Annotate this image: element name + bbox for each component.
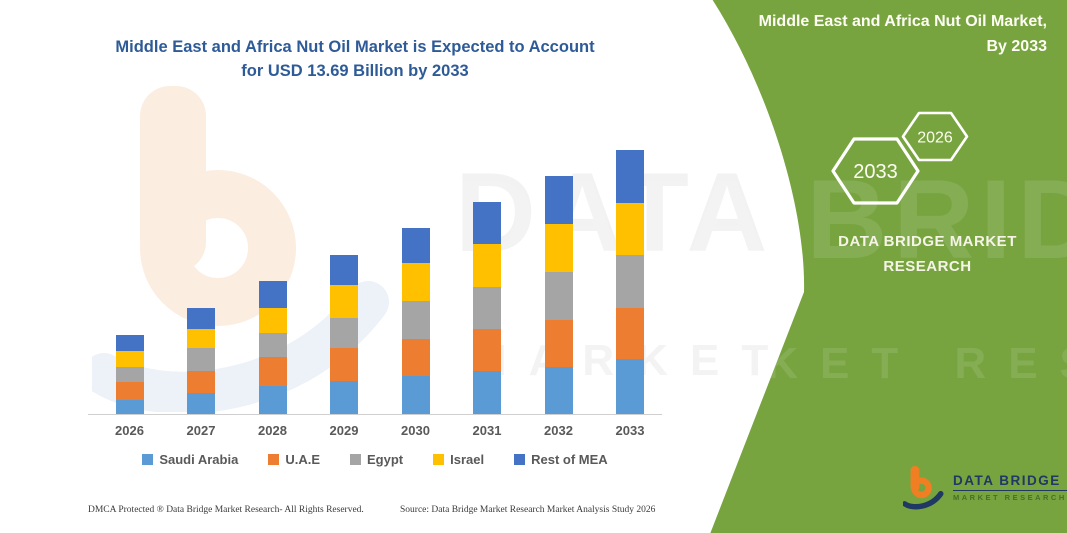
footer-dmca-text: DMCA Protected ® Data Bridge Market Rese… [88,505,364,515]
bar-segment-israel-2029 [330,285,358,318]
legend-marker-israel [433,454,445,465]
bar-2027 [187,308,215,414]
bar-2031 [473,202,501,414]
side-panel-title: Middle East and Africa Nut Oil Market, B… [717,10,1047,60]
bar-segment-egypt-2031 [473,287,501,329]
bar-segment-saudi-arabia-2033 [616,359,644,414]
company-logo: DATA BRIDGE MARKET RESEARCH [903,462,1067,512]
bar-2028 [258,281,287,414]
x-label-2032: 2032 [544,423,573,438]
x-label-2031: 2031 [472,423,502,438]
chart-title-line2: for USD 13.69 Billion by 2033 [241,61,469,80]
side-panel-brand: DATA BRIDGE MARKET RESEARCH [805,230,1050,280]
bar-segment-israel-2028 [258,308,287,333]
hexagon-2026 [901,111,969,162]
bar-segment-egypt-2032 [544,272,573,320]
bar-segment-u-a-e-2032 [544,320,573,367]
logo-sub-text: MARKET RESEARCH [953,492,1067,502]
bar-segment-u-a-e-2033 [616,308,644,359]
legend-label-egypt: Egypt [366,452,404,467]
bar-segment-israel-2026 [115,351,144,367]
bar-segment-saudi-arabia-2032 [544,367,573,414]
bar-segment-rest-of-mea-2030 [401,228,430,263]
bar-segment-rest-of-mea-2033 [616,150,644,203]
legend-item-rest-of-mea: Rest of MEA [514,452,608,467]
bar-2026 [115,335,144,414]
bar-segment-egypt-2033 [616,255,644,308]
bar-segment-israel-2033 [616,203,644,255]
x-label-2026: 2026 [115,423,144,438]
x-label-2033: 2033 [615,423,645,438]
bar-segment-egypt-2029 [330,318,358,348]
legend-label-u-a-e: U.A.E [285,452,320,467]
bar-segment-israel-2027 [187,329,215,348]
bar-2032 [544,176,573,414]
bar-2030 [401,228,430,414]
footer-source-text: Source: Data Bridge Market Research Mark… [400,505,656,515]
legend-item-u-a-e: U.A.E [268,452,320,467]
bar-segment-rest-of-mea-2031 [473,202,501,244]
data-bridge-logo-icon [903,466,944,510]
bar-segment-u-a-e-2031 [473,329,501,371]
x-axis-line [88,414,662,415]
brand-line1: DATA BRIDGE MARKET [838,233,1017,250]
badge-2026-label: 2026 [917,130,953,147]
bar-2033 [616,150,644,414]
bar-segment-saudi-arabia-2027 [187,393,215,414]
bar-segment-u-a-e-2028 [258,357,287,386]
bar-segment-u-a-e-2029 [330,348,358,381]
bar-segment-egypt-2027 [187,348,215,371]
bar-segment-saudi-arabia-2031 [473,371,501,414]
bar-segment-rest-of-mea-2029 [330,255,358,285]
chart-title: Middle East and Africa Nut Oil Market is… [75,36,635,84]
bar-2029 [330,255,358,414]
hexagon-2033 [831,137,920,205]
bar-segment-egypt-2028 [258,333,287,357]
legend-marker-u-a-e [268,454,280,465]
legend-marker-saudi-arabia [142,454,154,465]
brand-line2: RESEARCH [883,257,972,275]
bar-segment-u-a-e-2027 [187,371,215,393]
chart-legend: Saudi Arabia U.A.E Egypt Israel Rest of MEA [88,452,662,467]
legend-label-saudi-arabia: Saudi Arabia [159,452,239,467]
legend-marker-egypt [349,454,361,465]
green-panel-shape [710,0,1067,533]
bar-segment-rest-of-mea-2026 [115,335,144,351]
legend-item-saudi-arabia: Saudi Arabia [142,452,238,467]
side-panel-title-line2: By 2033 [986,37,1048,55]
logo-brand-text: DATA BRIDGE [953,473,1067,491]
bar-segment-rest-of-mea-2032 [544,176,573,224]
bar-segment-israel-2032 [544,224,573,272]
bar-segment-israel-2030 [401,263,430,301]
chart-title-line1: Middle East and Africa Nut Oil Market is… [115,38,595,56]
x-label-2030: 2030 [401,423,430,438]
x-label-2029: 2029 [329,423,359,438]
badge-2033-label: 2033 [853,161,898,183]
legend-item-israel: Israel [433,452,484,467]
bar-segment-saudi-arabia-2030 [401,376,430,414]
panel-watermark-sub: MARKET RESEARCH [600,339,1067,388]
bar-segment-rest-of-mea-2028 [258,281,287,308]
bar-segment-egypt-2026 [115,367,144,382]
year-badges: 2033 2026 [831,111,969,205]
legend-label-rest-of-mea: Rest of MEA [531,452,608,467]
bar-segment-u-a-e-2026 [115,382,144,400]
bar-segment-egypt-2030 [401,301,430,339]
bar-segment-saudi-arabia-2026 [115,400,144,414]
bar-segment-u-a-e-2030 [401,339,430,376]
bar-segment-israel-2031 [473,244,501,287]
bar-segment-rest-of-mea-2027 [187,308,215,329]
bar-segment-saudi-arabia-2028 [258,386,287,414]
legend-label-israel: Israel [450,452,485,467]
bar-segment-saudi-arabia-2029 [330,381,358,414]
side-panel-title-line1: Middle East and Africa Nut Oil Market, [758,13,1047,30]
legend-item-egypt: Egypt [349,452,404,467]
x-label-2028: 2028 [258,423,287,438]
x-label-2027: 2027 [186,423,216,438]
legend-marker-rest-of-mea [514,454,526,465]
